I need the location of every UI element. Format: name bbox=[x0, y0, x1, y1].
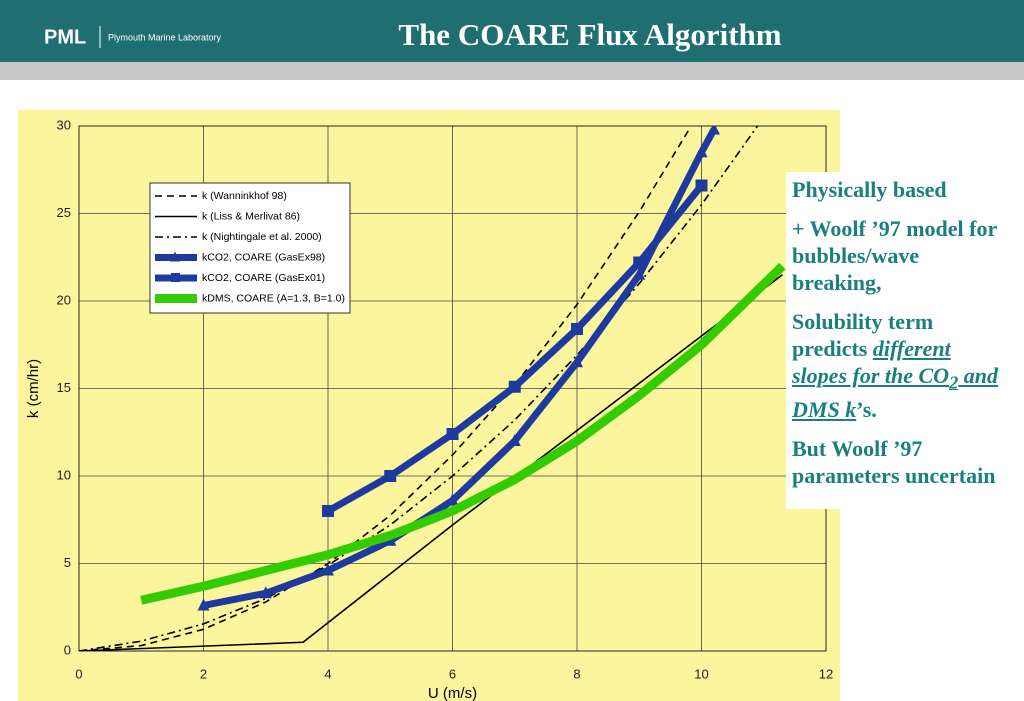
x-tick-label: 2 bbox=[200, 666, 207, 681]
logo: PML bbox=[44, 26, 86, 48]
legend-label: k (Liss & Merlivat 86) bbox=[202, 210, 300, 222]
x-tick-label: 10 bbox=[694, 666, 708, 681]
legend-label: kDMS, COARE (A=1.3, B=1.0) bbox=[202, 292, 345, 304]
organization: Plymouth Marine Laboratory bbox=[108, 32, 222, 42]
marker bbox=[695, 179, 708, 192]
sidebar-text: Solubility term predicts bbox=[792, 309, 934, 361]
legend-marker bbox=[171, 273, 180, 282]
sidebar-text: 2 bbox=[949, 372, 959, 393]
y-axis-label: k (cm/hr) bbox=[25, 359, 42, 418]
legend-box bbox=[149, 182, 351, 314]
legend-marker bbox=[170, 251, 180, 262]
y-tick-label: 30 bbox=[57, 117, 71, 132]
sidebar-text: Physically based bbox=[792, 177, 947, 202]
sidebar-text: ’s. bbox=[856, 397, 877, 423]
y-tick-label: 20 bbox=[57, 292, 71, 307]
sidebar-text: and DMS bbox=[792, 363, 998, 423]
series bbox=[79, 129, 690, 651]
series-line bbox=[79, 126, 759, 651]
series bbox=[79, 126, 759, 651]
legend-label: kCO2, COARE (GasEx01) bbox=[202, 272, 325, 284]
legend-label: k (Wanninkhof 98) bbox=[202, 190, 287, 202]
marker bbox=[197, 598, 210, 611]
marker bbox=[695, 145, 708, 158]
marker bbox=[384, 470, 397, 482]
sidebar-text: k bbox=[845, 397, 857, 423]
marker bbox=[508, 434, 521, 446]
series bbox=[140, 262, 786, 605]
sidebar-text: + Woolf ’97 model for bubbles/wave break… bbox=[792, 216, 997, 295]
sidebar-paragraph: Solubility term predicts different slope… bbox=[792, 308, 1008, 423]
marker bbox=[259, 586, 272, 599]
sidebar: Physically based + Woolf ’97 model for bu… bbox=[786, 172, 1014, 510]
marker bbox=[508, 380, 521, 393]
sidebar-text: different slopes for the CO bbox=[792, 336, 951, 388]
header-stripe bbox=[0, 62, 1024, 80]
marker bbox=[322, 505, 334, 517]
marker bbox=[322, 563, 334, 576]
series-line bbox=[140, 262, 786, 605]
chart-background bbox=[18, 110, 840, 701]
y-tick-label: 5 bbox=[64, 555, 71, 570]
series bbox=[322, 179, 708, 517]
sidebar-paragraph: But Woolf ’97 parameters uncertain bbox=[792, 435, 1008, 489]
marker bbox=[571, 355, 583, 368]
x-axis-label: U (m/s) bbox=[428, 685, 477, 701]
sidebar-paragraph: Physically based bbox=[792, 176, 1008, 203]
y-tick-label: 15 bbox=[57, 380, 71, 395]
legend-label: k (Nightingale et al. 2000) bbox=[202, 231, 322, 243]
marker bbox=[571, 323, 583, 335]
series bbox=[197, 126, 720, 611]
y-tick-label: 25 bbox=[57, 205, 71, 220]
x-tick-label: 12 bbox=[819, 666, 833, 681]
x-tick-label: 0 bbox=[75, 666, 82, 681]
sidebar-paragraph: + Woolf ’97 model for bubbles/wave break… bbox=[792, 215, 1008, 296]
legend-label: kCO2, COARE (GasEx98) bbox=[202, 251, 325, 263]
slide-title: The COARE Flux Algorithm bbox=[398, 17, 781, 52]
marker bbox=[446, 493, 459, 506]
y-tick-label: 0 bbox=[64, 642, 71, 657]
x-tick-label: 4 bbox=[324, 666, 331, 681]
series-line bbox=[79, 129, 690, 651]
series-line bbox=[202, 127, 718, 609]
marker bbox=[446, 428, 459, 440]
x-tick-label: 6 bbox=[449, 666, 456, 681]
y-tick-label: 10 bbox=[57, 467, 71, 482]
marker bbox=[633, 267, 646, 280]
sidebar-text: But Woolf ’97 parameters uncertain bbox=[792, 436, 996, 489]
marker bbox=[707, 126, 720, 135]
marker bbox=[633, 256, 646, 269]
header-band bbox=[0, 0, 1024, 62]
x-tick-label: 8 bbox=[573, 666, 580, 681]
